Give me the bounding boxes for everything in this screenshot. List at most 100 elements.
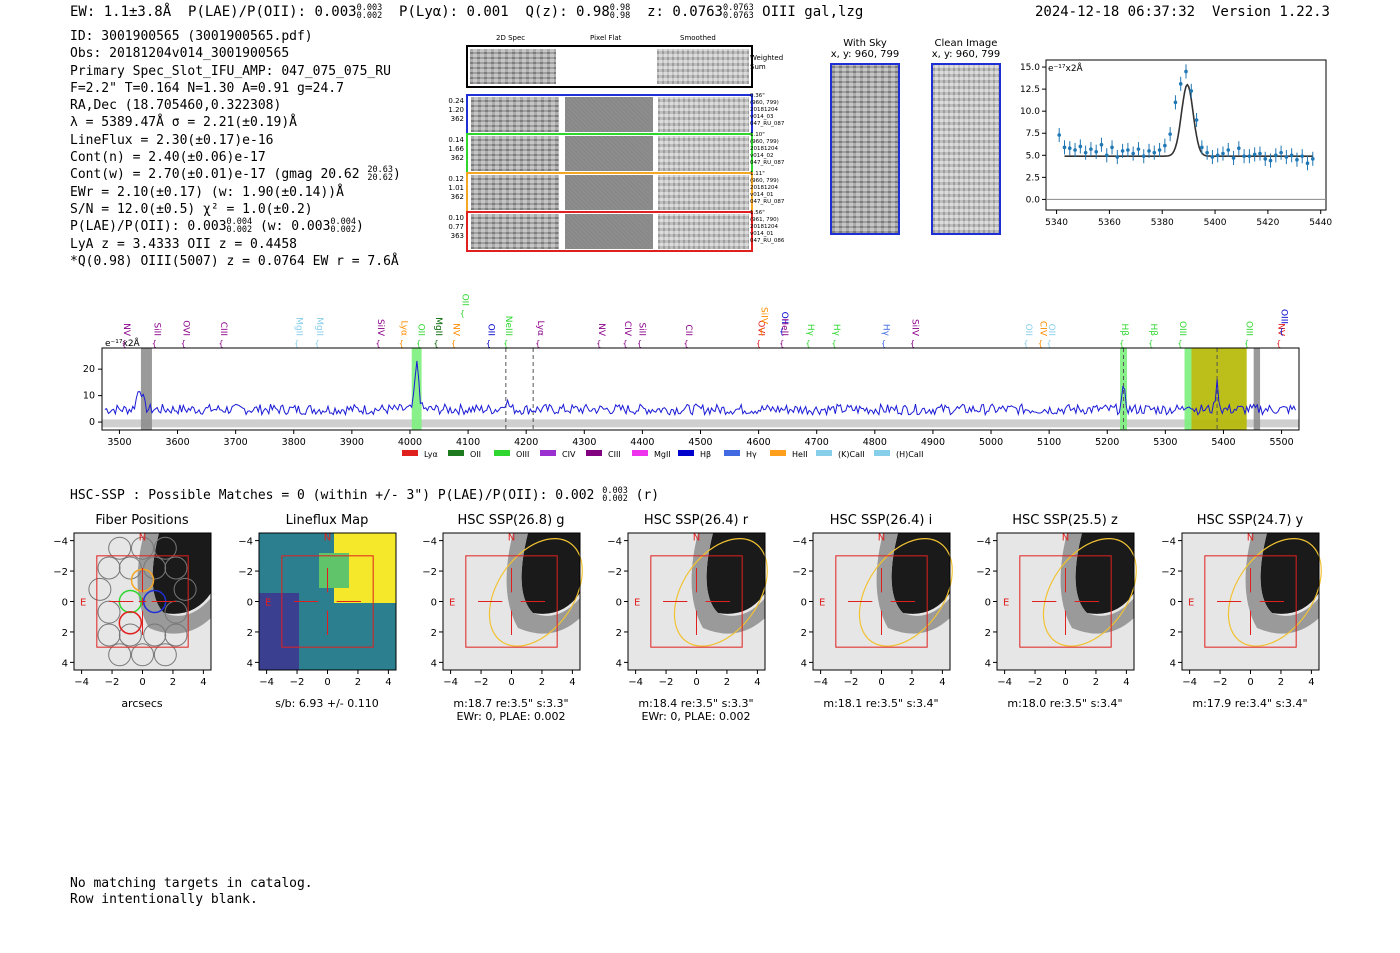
zoom-data-point (1289, 153, 1294, 158)
hsc-panel-caption-2: EWr: 0, PLAE: 0.002 (456, 710, 566, 723)
cutout-fiber-detail: 047_RU_086 (750, 238, 785, 244)
fiber-circle-highlight (118, 611, 143, 635)
zoom-ytick-label: 2.5 (1026, 173, 1040, 183)
spectral-line-bracket: { (637, 339, 642, 348)
fiber-circle (153, 536, 177, 560)
hsc-xtick-label: 2 (724, 677, 730, 688)
hsc-panel-title: HSC SSP(26.4) r (643, 513, 749, 528)
hsc-panel-title: Fiber Positions (95, 513, 189, 528)
spectral-line-label: OVI (756, 320, 766, 336)
zoom-data-point (1073, 148, 1077, 152)
hsc-panel-caption: s/b: 6.93 +/- 0.110 (275, 697, 379, 710)
spectral-line-bracket: { (1244, 339, 1249, 348)
zoom-spectrum-chart: 5340 5360 5380 5400 5420 5440 0.0 2.5 5.0 7.5 10.0… (1020, 59, 1332, 228)
zoom-data-point (1062, 145, 1067, 150)
zoom-data-point (1279, 150, 1283, 155)
cutout-fiber-detail: v014_01 (750, 231, 774, 237)
spectral-line-label: CII (683, 324, 693, 336)
info-lya: LyA z = 3.4333 OII z = 0.4458 (70, 236, 297, 252)
zoom-data-point (1141, 154, 1146, 158)
cutout-fiber-detail: v014_02 (750, 153, 774, 159)
galaxy-halo (1060, 533, 1134, 634)
full-olive-band (1191, 348, 1247, 430)
info-q: *Q(0.98) OIII(5007) z = 0.0764 EW r = 7.… (70, 253, 399, 269)
hsc-xtick-label: 4 (569, 677, 575, 688)
cutout-weight-value: 363 (450, 232, 464, 240)
spectral-line-label: MgII (294, 317, 304, 336)
hsc-ytick-label: 4 (247, 658, 253, 669)
info-lambda: λ = 5389.47Å σ = 2.21(±0.19)Å (70, 115, 297, 131)
legend-swatch (724, 450, 740, 456)
info-primary: Primary Spec_Slot_IFU_AMP: 047_075_075_R… (70, 63, 391, 79)
zoom-data-point (1094, 149, 1098, 154)
hsc-ytick-label: 4 (985, 658, 991, 669)
zoom-data-point (1268, 158, 1273, 163)
cutout-smoothed-image (658, 214, 749, 249)
zoom-data-point (1231, 156, 1236, 160)
hsc-xtick-label: −2 (474, 677, 489, 688)
hsc-xtick-label: −2 (290, 677, 305, 688)
cutout-row (466, 172, 753, 213)
cutout-fiber-info: 1.11" (960, 799) 20181204 v014_01 047_RU_087 (750, 171, 810, 206)
cutout-fiber-detail: 047_RU_087 (750, 121, 785, 127)
hsc-ytick-label: 0 (62, 598, 68, 609)
legend-label: MgII (654, 450, 671, 459)
hsc-panel-caption: m:18.7 re:3.5" s:3.3" (453, 697, 569, 710)
spectral-line-bracket: { (416, 339, 421, 348)
north-label: N (878, 533, 885, 544)
legend-swatch (448, 450, 464, 456)
full-xtick-label: 5300 (1153, 437, 1177, 448)
info-obs: Obs: 20181204v014_3001900565 (70, 46, 290, 62)
full-ylabel: e⁻¹⁷x2Å (105, 337, 141, 349)
spectral-line-bracket: { (503, 339, 508, 348)
hsc-panel-caption: m:17.9 re:3.4" s:3.4" (1192, 697, 1308, 710)
cutout-smoothed-image (658, 136, 749, 171)
cutout-fiber-detail: (960, 799) (750, 178, 779, 184)
full-plot-bg (102, 348, 1299, 430)
header-plae-err: 0.003 0.002 (356, 3, 383, 21)
cutout-pixelflat-image (565, 136, 653, 171)
legend-label: CIV (562, 450, 576, 459)
info-ewr: EWr = 2.10(±0.17) (w: 1.90(±0.14))Å (70, 184, 344, 200)
zoom-data-point (1163, 143, 1167, 148)
fiber-circle (97, 623, 121, 647)
cutout-fiber-detail: (960, 799) (750, 100, 779, 106)
zoom-ytick-label: 15.0 (1020, 63, 1040, 73)
legend-label: (H)CaII (896, 450, 923, 459)
hsc-ytick-label: 0 (247, 598, 253, 609)
zoom-data-point (1300, 154, 1305, 158)
hsc-xtick-label: −4 (628, 677, 643, 688)
spectral-line-bracket: { (805, 339, 810, 348)
spectral-line-label: NV (1276, 323, 1286, 337)
spectral-line-label: HeII (779, 318, 789, 336)
full-ytick-label: 10 (83, 391, 95, 402)
fiber-circle (88, 577, 112, 601)
hsc-ytick-label: −2 (793, 567, 807, 578)
hsc-xtick-label: −4 (1182, 677, 1197, 688)
header-plya: P(Lyα): 0.001 (399, 4, 509, 20)
fiber-circle (108, 536, 132, 560)
galaxy-halo (137, 533, 211, 634)
hsc-panel-caption: m:18.0 re:3.5" s:3.4" (1007, 697, 1123, 710)
north-label: N (1247, 533, 1254, 544)
hsc-panel-caption: m:18.1 re:3.5" s:3.4" (823, 697, 939, 710)
fiber-circle (108, 643, 132, 667)
zoom-data-point (1083, 150, 1088, 155)
zoom-xtick-label: 5400 (1204, 218, 1227, 228)
cutout-weights: 0.10 0.77 363 (446, 214, 464, 241)
cutout-fiber-detail: (961, 790) (750, 217, 779, 223)
hsc-ytick-label: 2 (247, 628, 253, 639)
info-contn: Cont(n) = 2.40(±0.06)e-17 (70, 150, 266, 166)
hsc-xtick-label: −4 (443, 677, 458, 688)
cutout-weight-value: 0.12 (448, 175, 464, 183)
galaxy-core (1260, 533, 1319, 614)
clean-image (931, 63, 1001, 235)
cutout-weight-value: 362 (450, 193, 464, 201)
spectral-line-bracket: { (434, 339, 439, 348)
spectral-line-bracket: { (910, 339, 915, 348)
spectral-line-label: OII (485, 324, 495, 336)
col-title-2dspec: 2D Spec (496, 34, 526, 42)
zoom-data-point (1215, 153, 1220, 158)
spectral-line-label: OII (779, 312, 789, 324)
spectral-line-label: OII (1023, 324, 1033, 336)
